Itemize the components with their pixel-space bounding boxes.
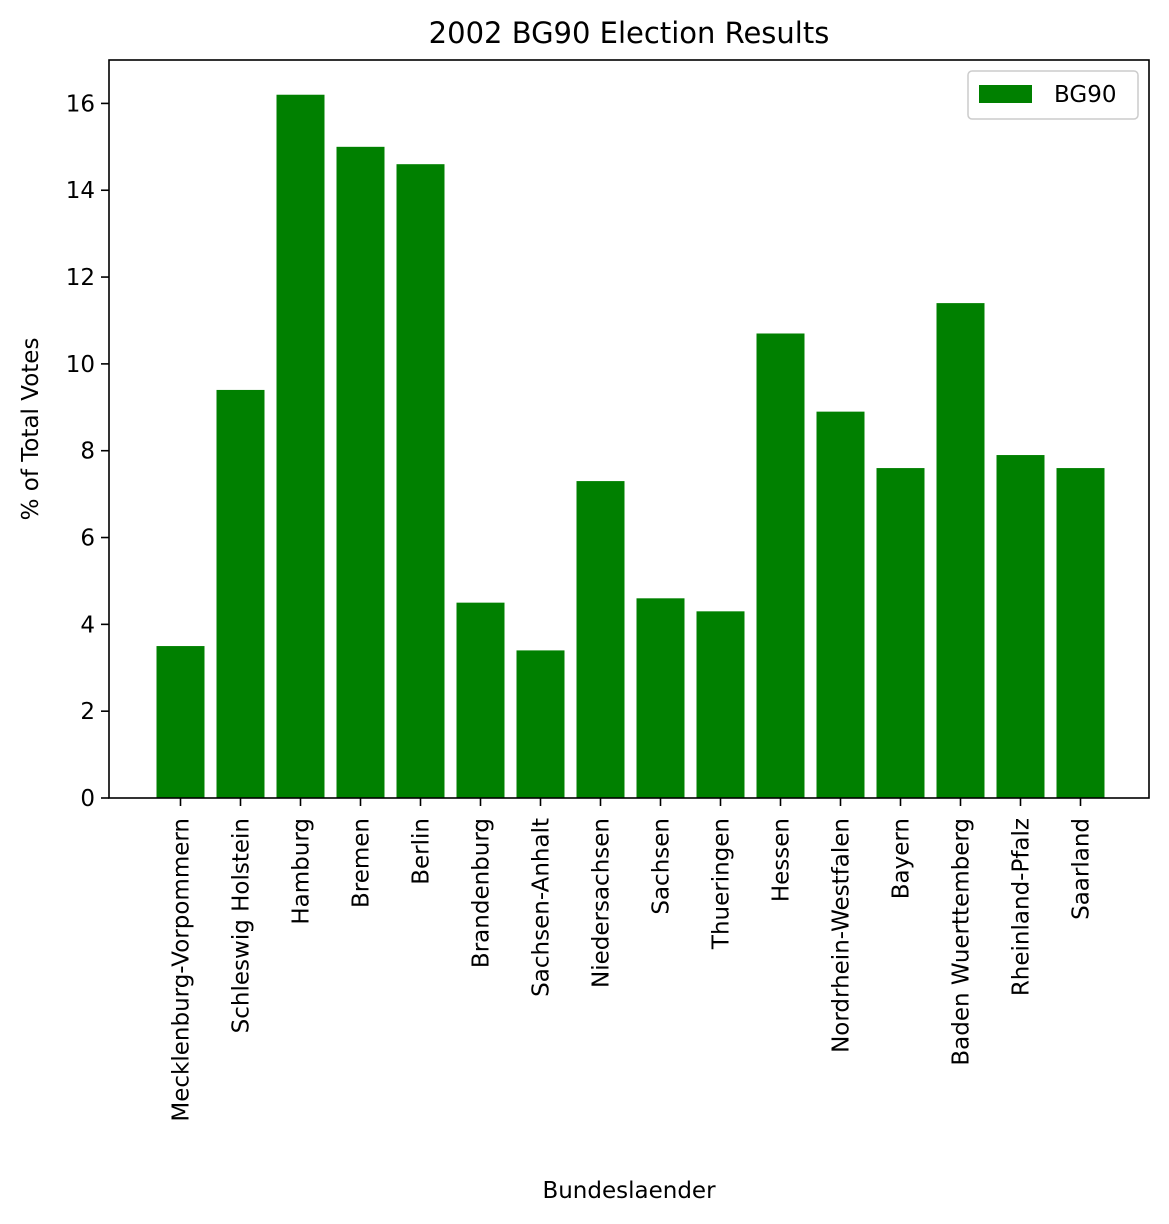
x-tick-label-berlin: Berlin: [409, 818, 435, 885]
bar-rheinland-pfalz: [996, 455, 1045, 798]
bar-bremen: [336, 146, 385, 798]
x-tick-label-sachsen-anhalt: Sachsen-Anhalt: [529, 818, 555, 997]
y-axis-label: % of Total Votes: [18, 338, 44, 521]
x-tick-label-niedersachsen: Niedersachsen: [589, 818, 615, 988]
bar-sachsen-anhalt: [516, 650, 565, 798]
bar-hessen: [756, 333, 805, 798]
bar-niedersachsen: [576, 481, 625, 798]
x-tick-label-rheinland-pfalz: Rheinland-Pfalz: [1009, 818, 1035, 996]
bar-baden-wuerttemberg: [936, 303, 985, 798]
y-tick-label-0: 0: [80, 786, 95, 812]
bar-hamburg: [276, 94, 325, 799]
bar-schleswig-holstein: [216, 389, 265, 798]
x-tick-label-nordrhein-westfalen: Nordrhein-Westfalen: [829, 818, 855, 1053]
x-tick-label-hamburg: Hamburg: [289, 818, 315, 925]
x-tick-label-hessen: Hessen: [769, 818, 795, 902]
bar-nordrhein-westfalen: [816, 411, 865, 798]
y-tick-label-12: 12: [66, 265, 95, 291]
x-axis: Mecklenburg-Vorpommern Schleswig Holstein…: [169, 798, 1095, 1122]
x-tick-label-saarland: Saarland: [1069, 818, 1095, 920]
y-tick-label-8: 8: [80, 439, 95, 465]
x-tick-label-bayern: Bayern: [889, 818, 915, 899]
chart-title: 2002 BG90 Election Results: [429, 16, 830, 50]
bar-mecklenburg-vorpommern: [156, 646, 205, 798]
legend-swatch-bg90: [979, 85, 1032, 103]
y-tick-label-4: 4: [80, 612, 95, 638]
plot-frame: [108, 59, 1150, 799]
y-tick-label-10: 10: [66, 352, 95, 378]
x-tick-label-baden-wuerttemberg: Baden Wuerttemberg: [949, 818, 975, 1066]
legend-label-bg90: BG90: [1054, 82, 1116, 108]
bar-bayern: [876, 468, 925, 798]
x-tick-label-thueringen: Thueringen: [709, 818, 735, 950]
y-tick-label-14: 14: [66, 178, 95, 204]
y-tick-label-2: 2: [80, 699, 95, 725]
y-tick-label-16: 16: [66, 91, 95, 117]
bar-berlin: [396, 164, 445, 798]
bar-saarland: [1056, 468, 1105, 798]
x-tick-label-brandenburg: Brandenburg: [469, 818, 495, 968]
x-tick-label-schleswig-holstein: Schleswig Holstein: [229, 818, 255, 1033]
bar-sachsen: [636, 598, 685, 798]
legend-frame: [967, 70, 1139, 120]
x-tick-label-bremen: Bremen: [349, 818, 375, 908]
x-tick-label-sachsen: Sachsen: [649, 818, 675, 915]
y-tick-label-6: 6: [80, 526, 95, 552]
x-axis-label: Bundeslaender: [542, 1178, 716, 1204]
bar-group: [156, 94, 1105, 799]
x-tick-label-mecklenburg-vorpommern: Mecklenburg-Vorpommern: [169, 818, 195, 1122]
bar-thueringen: [696, 611, 745, 798]
bar-brandenburg: [456, 602, 505, 798]
y-axis: 0 2 4 6 8 10 12 14 16: [66, 91, 109, 812]
legend: BG90: [967, 70, 1139, 120]
